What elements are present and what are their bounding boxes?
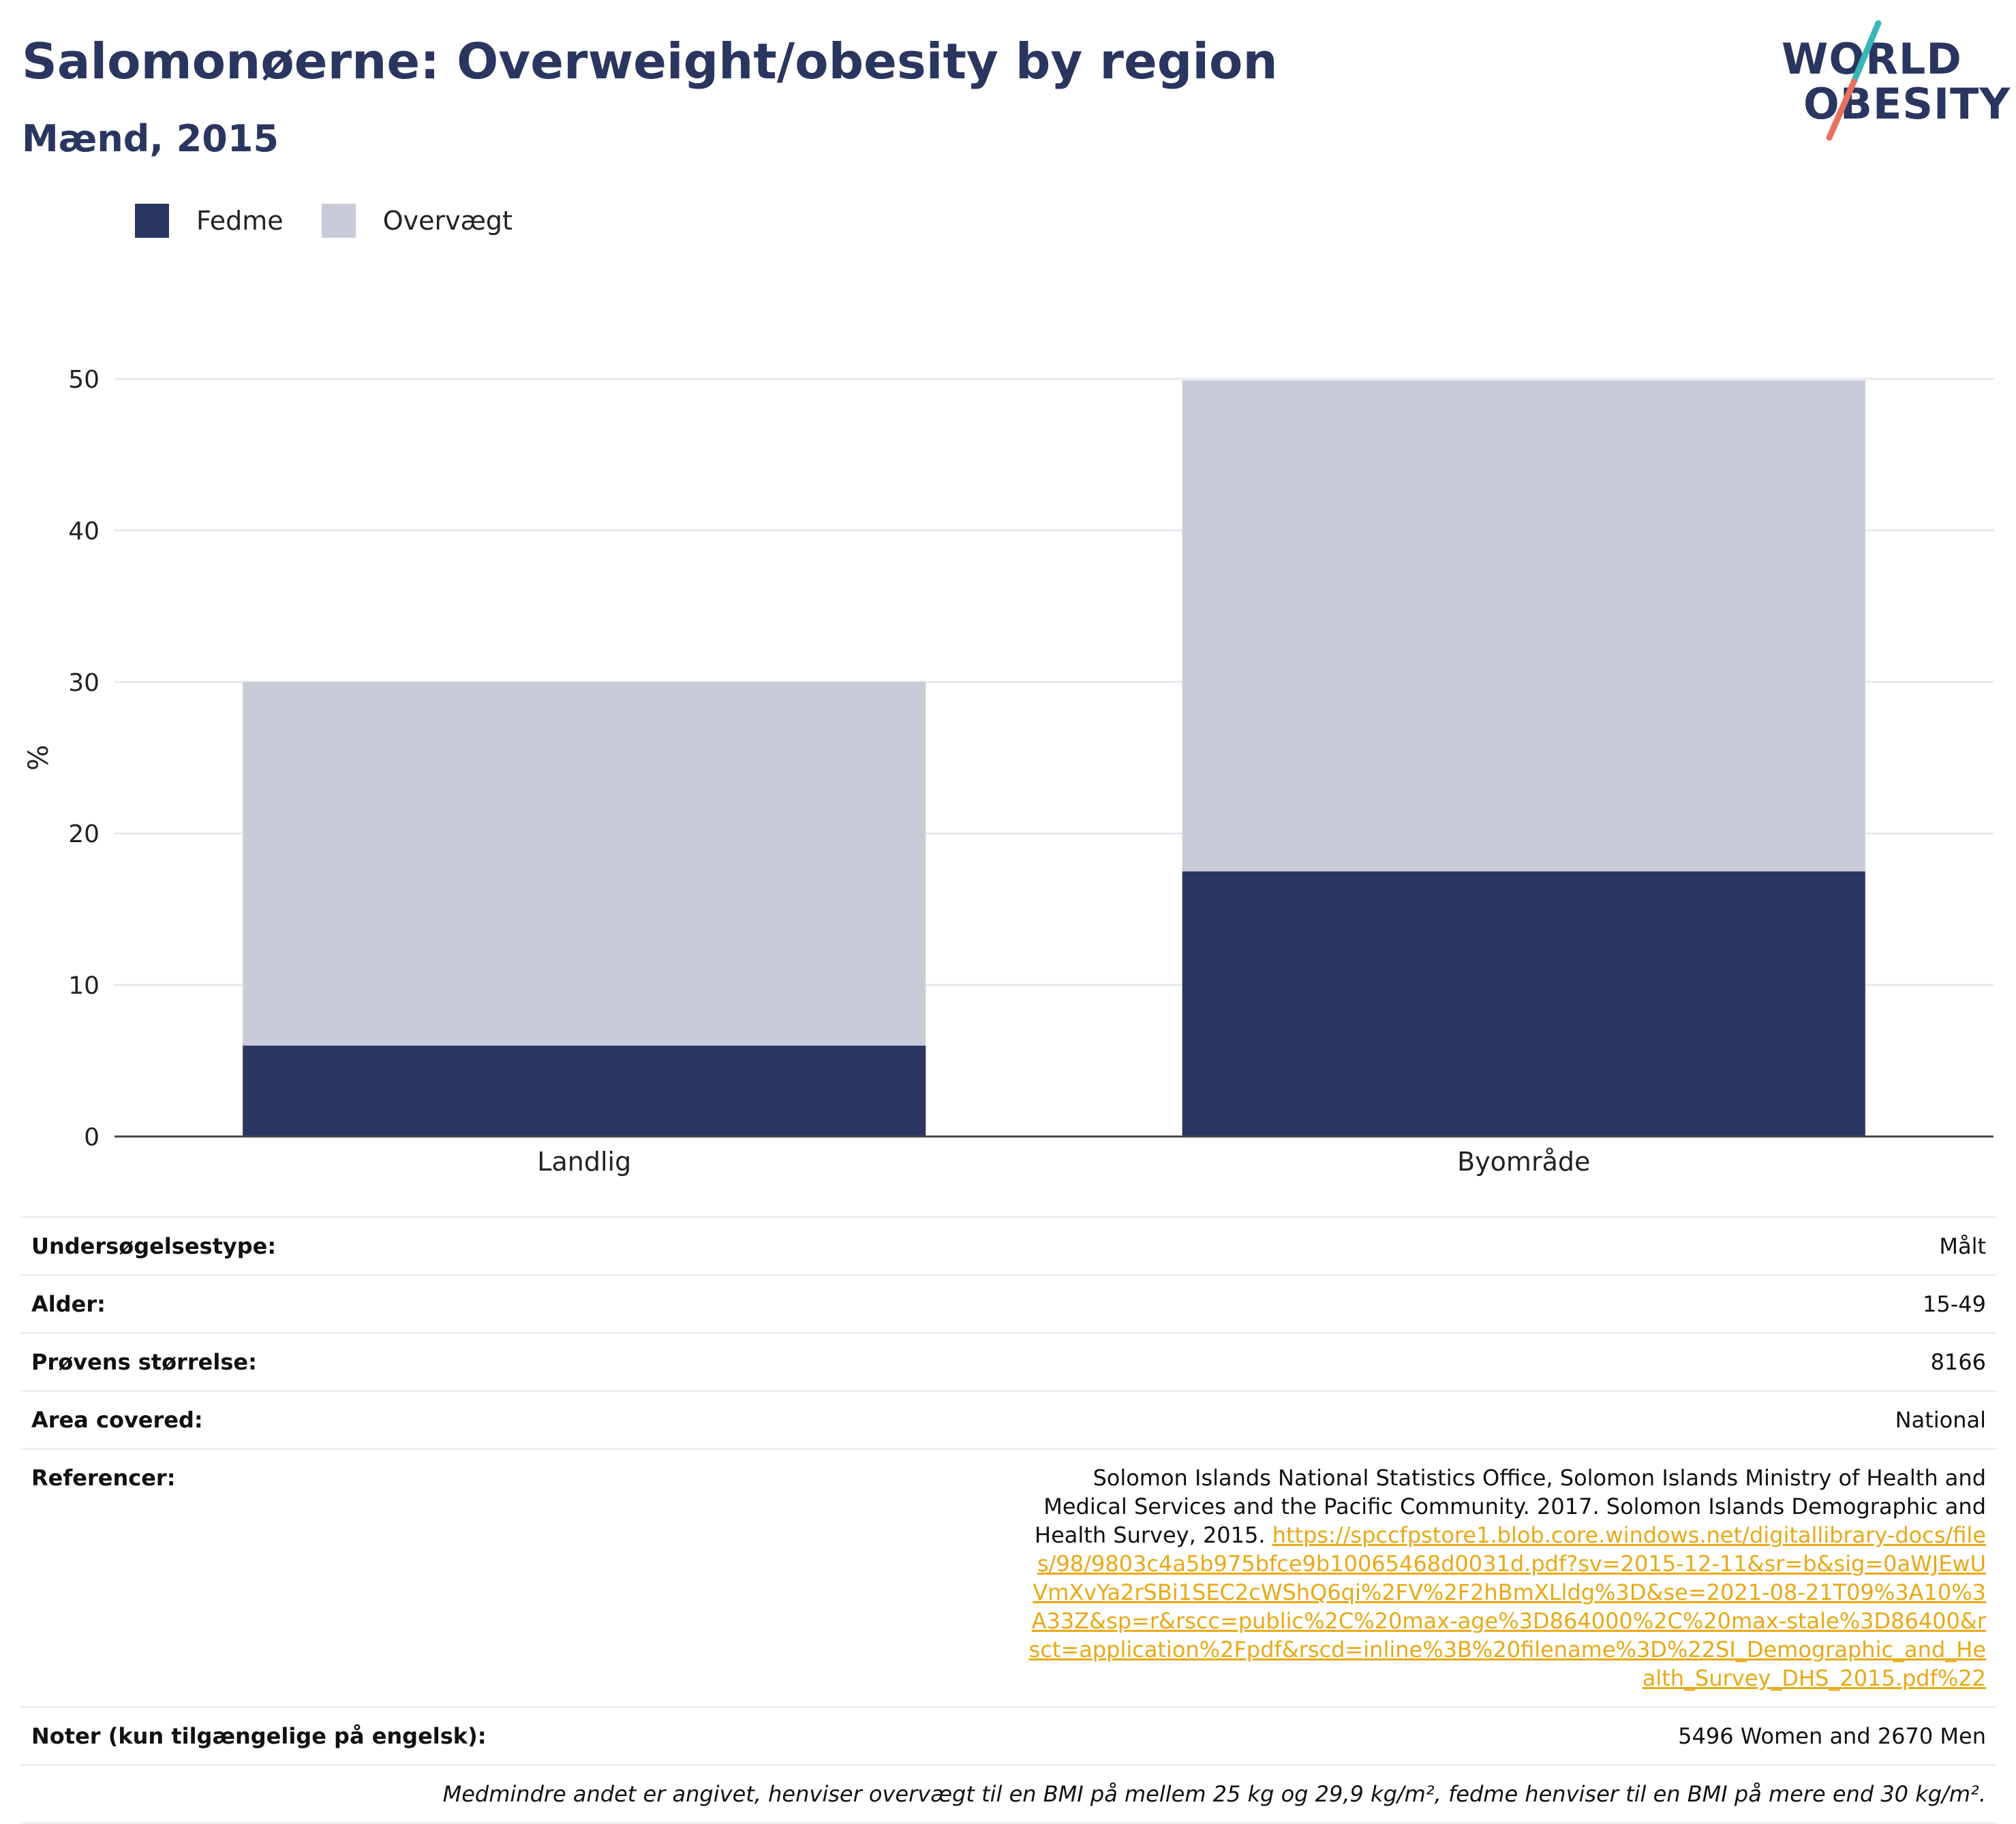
survey-type-value: Målt — [497, 1216, 1997, 1276]
y-axis-title: % — [23, 745, 55, 771]
area-label: Area covered: — [20, 1390, 498, 1450]
bar-overvægt-1 — [1182, 380, 1865, 871]
legend-item-overvaegt[interactable]: Overvægt — [321, 204, 513, 238]
y-tick-label-10: 10 — [68, 972, 100, 1000]
stacked-bar-chart: 0 10 20 30 40 50% Landlig Byområde — [23, 366, 1994, 1177]
sample-size-label: Prøvens størrelse: — [20, 1332, 498, 1392]
y-tick-label-40: 40 — [68, 517, 100, 545]
info-row-sample-size: Prøvens størrelse: 8166 — [20, 1332, 1997, 1392]
info-row-age: Alder: 15-49 — [20, 1274, 1997, 1334]
survey-type-label: Undersøgelsestype: — [20, 1216, 498, 1276]
notes-value: 5496 Women and 2670 Men — [497, 1706, 1997, 1766]
y-tick-label-20: 20 — [68, 820, 100, 848]
legend-item-fedme[interactable]: Fedme — [135, 204, 284, 238]
chart-legend: Fedme Overvægt — [135, 202, 551, 240]
page-title: Salomonøerne: Overweight/obesity by regi… — [22, 33, 1278, 90]
info-row-survey-type: Undersøgelsestype: Målt — [20, 1216, 1997, 1276]
world-obesity-logo: WORLD OBESITY — [1779, 20, 2010, 143]
y-tick-label-30: 30 — [68, 669, 100, 697]
info-row-notes: Noter (kun tilgængelige på engelsk): 549… — [20, 1706, 1997, 1766]
sample-size-value: 8166 — [497, 1332, 1997, 1392]
bar-fedme-0 — [243, 1045, 926, 1137]
survey-info-table: Undersøgelsestype: Målt Alder: 15-49 Prø… — [20, 1216, 1997, 1824]
y-tick-label-0: 0 — [84, 1124, 100, 1151]
info-row-references: Referencer: Solomon Islands National Sta… — [20, 1448, 1997, 1708]
legend-label-fedme: Fedme — [196, 206, 284, 236]
y-tick-label-50: 50 — [68, 366, 100, 394]
area-value: National — [497, 1390, 1997, 1450]
age-label: Alder: — [20, 1274, 498, 1334]
references-label: Referencer: — [20, 1448, 498, 1708]
info-row-area: Area covered: National — [20, 1390, 1997, 1450]
logo-slash-icon — [1826, 20, 1882, 141]
bar-fedme-1 — [1182, 871, 1865, 1137]
references-cell: Solomon Islands National Statistics Offi… — [497, 1448, 1997, 1708]
x-tick-label-0: Landlig — [537, 1147, 631, 1177]
age-value: 15-49 — [497, 1274, 1997, 1334]
legend-swatch-overvaegt — [321, 204, 356, 238]
legend-label-overvaegt: Overvægt — [382, 206, 513, 236]
references-link[interactable]: https://spccfpstore1.blob.core.windows.n… — [1028, 1522, 1986, 1691]
bar-overvægt-0 — [243, 681, 926, 1046]
page-subtitle: Mænd, 2015 — [22, 117, 279, 160]
notes-label: Noter (kun tilgængelige på engelsk): — [20, 1706, 498, 1766]
legend-swatch-fedme — [135, 204, 169, 238]
info-row-definition: Medmindre andet er angivet, henviser ove… — [20, 1764, 1997, 1824]
x-tick-label-1: Byområde — [1457, 1147, 1590, 1177]
references-text: Solomon Islands National Statistics Offi… — [1035, 1465, 1986, 1548]
definition-note: Medmindre andet er angivet, henviser ove… — [20, 1764, 1997, 1824]
